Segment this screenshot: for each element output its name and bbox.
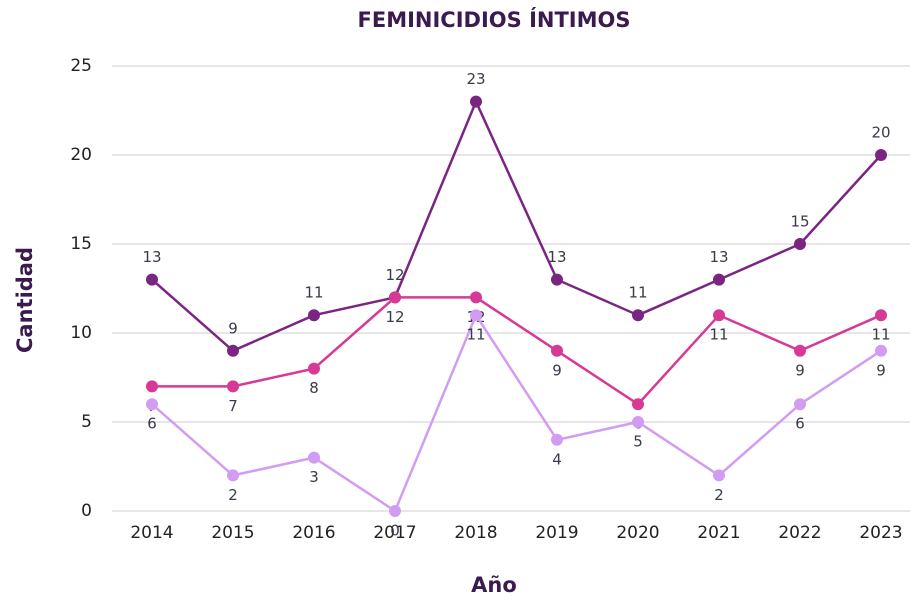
x-tick-label: 2020	[616, 523, 659, 543]
data-label: 11	[466, 326, 485, 344]
data-label: 7	[228, 397, 238, 415]
data-label: 3	[309, 468, 319, 486]
y-tick-label: 15	[70, 234, 92, 254]
data-label: 13	[709, 248, 728, 266]
data-point	[308, 451, 320, 464]
chart-title: FEMINICIDIOS ÍNTIMOS	[358, 7, 631, 32]
series-line	[152, 296, 882, 406]
data-label: 11	[304, 284, 323, 302]
data-label: 11	[871, 326, 890, 344]
y-tick-label: 0	[81, 501, 92, 521]
data-point	[227, 380, 239, 393]
data-point	[551, 273, 563, 286]
data-label: 11	[628, 284, 647, 302]
y-tick-label: 5	[81, 412, 92, 432]
data-label: 0	[390, 522, 400, 540]
y-axis-label: Cantidad	[13, 247, 37, 353]
data-label: 11	[709, 326, 728, 344]
data-point	[146, 273, 158, 286]
data-label: 9	[876, 361, 886, 379]
data-label: 20	[871, 124, 890, 142]
data-point	[470, 95, 482, 108]
data-point	[713, 309, 725, 322]
data-point	[632, 309, 644, 322]
data-label: 6	[147, 415, 157, 433]
data-point	[794, 398, 806, 411]
data-point	[389, 291, 401, 304]
data-label: 15	[790, 213, 809, 231]
data-label: 8	[309, 379, 319, 397]
data-label: 13	[142, 248, 161, 266]
data-label: 4	[552, 450, 562, 468]
x-tick-label: 2014	[130, 523, 173, 543]
data-point	[308, 309, 320, 322]
data-point	[713, 273, 725, 286]
data-point	[389, 505, 401, 517]
data-label: 9	[228, 319, 238, 337]
x-tick-label: 2016	[292, 523, 335, 543]
data-point	[632, 398, 644, 411]
x-tick-label: 2017	[373, 523, 416, 543]
x-tick-label: 2015	[211, 523, 254, 543]
data-point	[227, 469, 239, 482]
data-point	[308, 362, 320, 375]
data-point	[794, 238, 806, 250]
data-label: 23	[466, 70, 485, 88]
data-point	[875, 344, 887, 357]
data-point	[713, 469, 725, 482]
data-label: 12	[385, 266, 404, 284]
x-tick-label: 2021	[697, 523, 740, 543]
data-point	[551, 433, 563, 446]
x-tick-label: 2018	[454, 523, 497, 543]
x-axis-label: Año	[471, 573, 517, 597]
data-point	[875, 309, 887, 322]
x-tick-label: 2019	[535, 523, 578, 543]
data-label: 13	[547, 248, 566, 266]
y-tick-label: 25	[70, 56, 92, 76]
data-point	[470, 309, 482, 322]
data-label: 2	[228, 486, 238, 504]
data-label: 9	[552, 361, 562, 379]
data-point	[227, 344, 239, 357]
data-point	[146, 380, 158, 393]
data-label: 5	[633, 433, 643, 451]
y-tick-label: 10	[70, 323, 92, 343]
data-point	[470, 291, 482, 304]
data-point	[794, 344, 806, 357]
data-label: 12	[385, 308, 404, 326]
x-tick-label: 2023	[859, 523, 902, 543]
data-point	[632, 416, 644, 428]
data-label: 2	[714, 486, 724, 504]
y-tick-label: 20	[70, 145, 92, 165]
series-line	[151, 98, 882, 353]
data-label: 9	[795, 361, 805, 379]
series-line	[151, 312, 882, 513]
data-point	[875, 149, 887, 161]
data-point	[146, 398, 158, 411]
data-point	[551, 344, 563, 357]
data-label: 6	[795, 415, 805, 433]
x-tick-label: 2022	[778, 523, 821, 543]
